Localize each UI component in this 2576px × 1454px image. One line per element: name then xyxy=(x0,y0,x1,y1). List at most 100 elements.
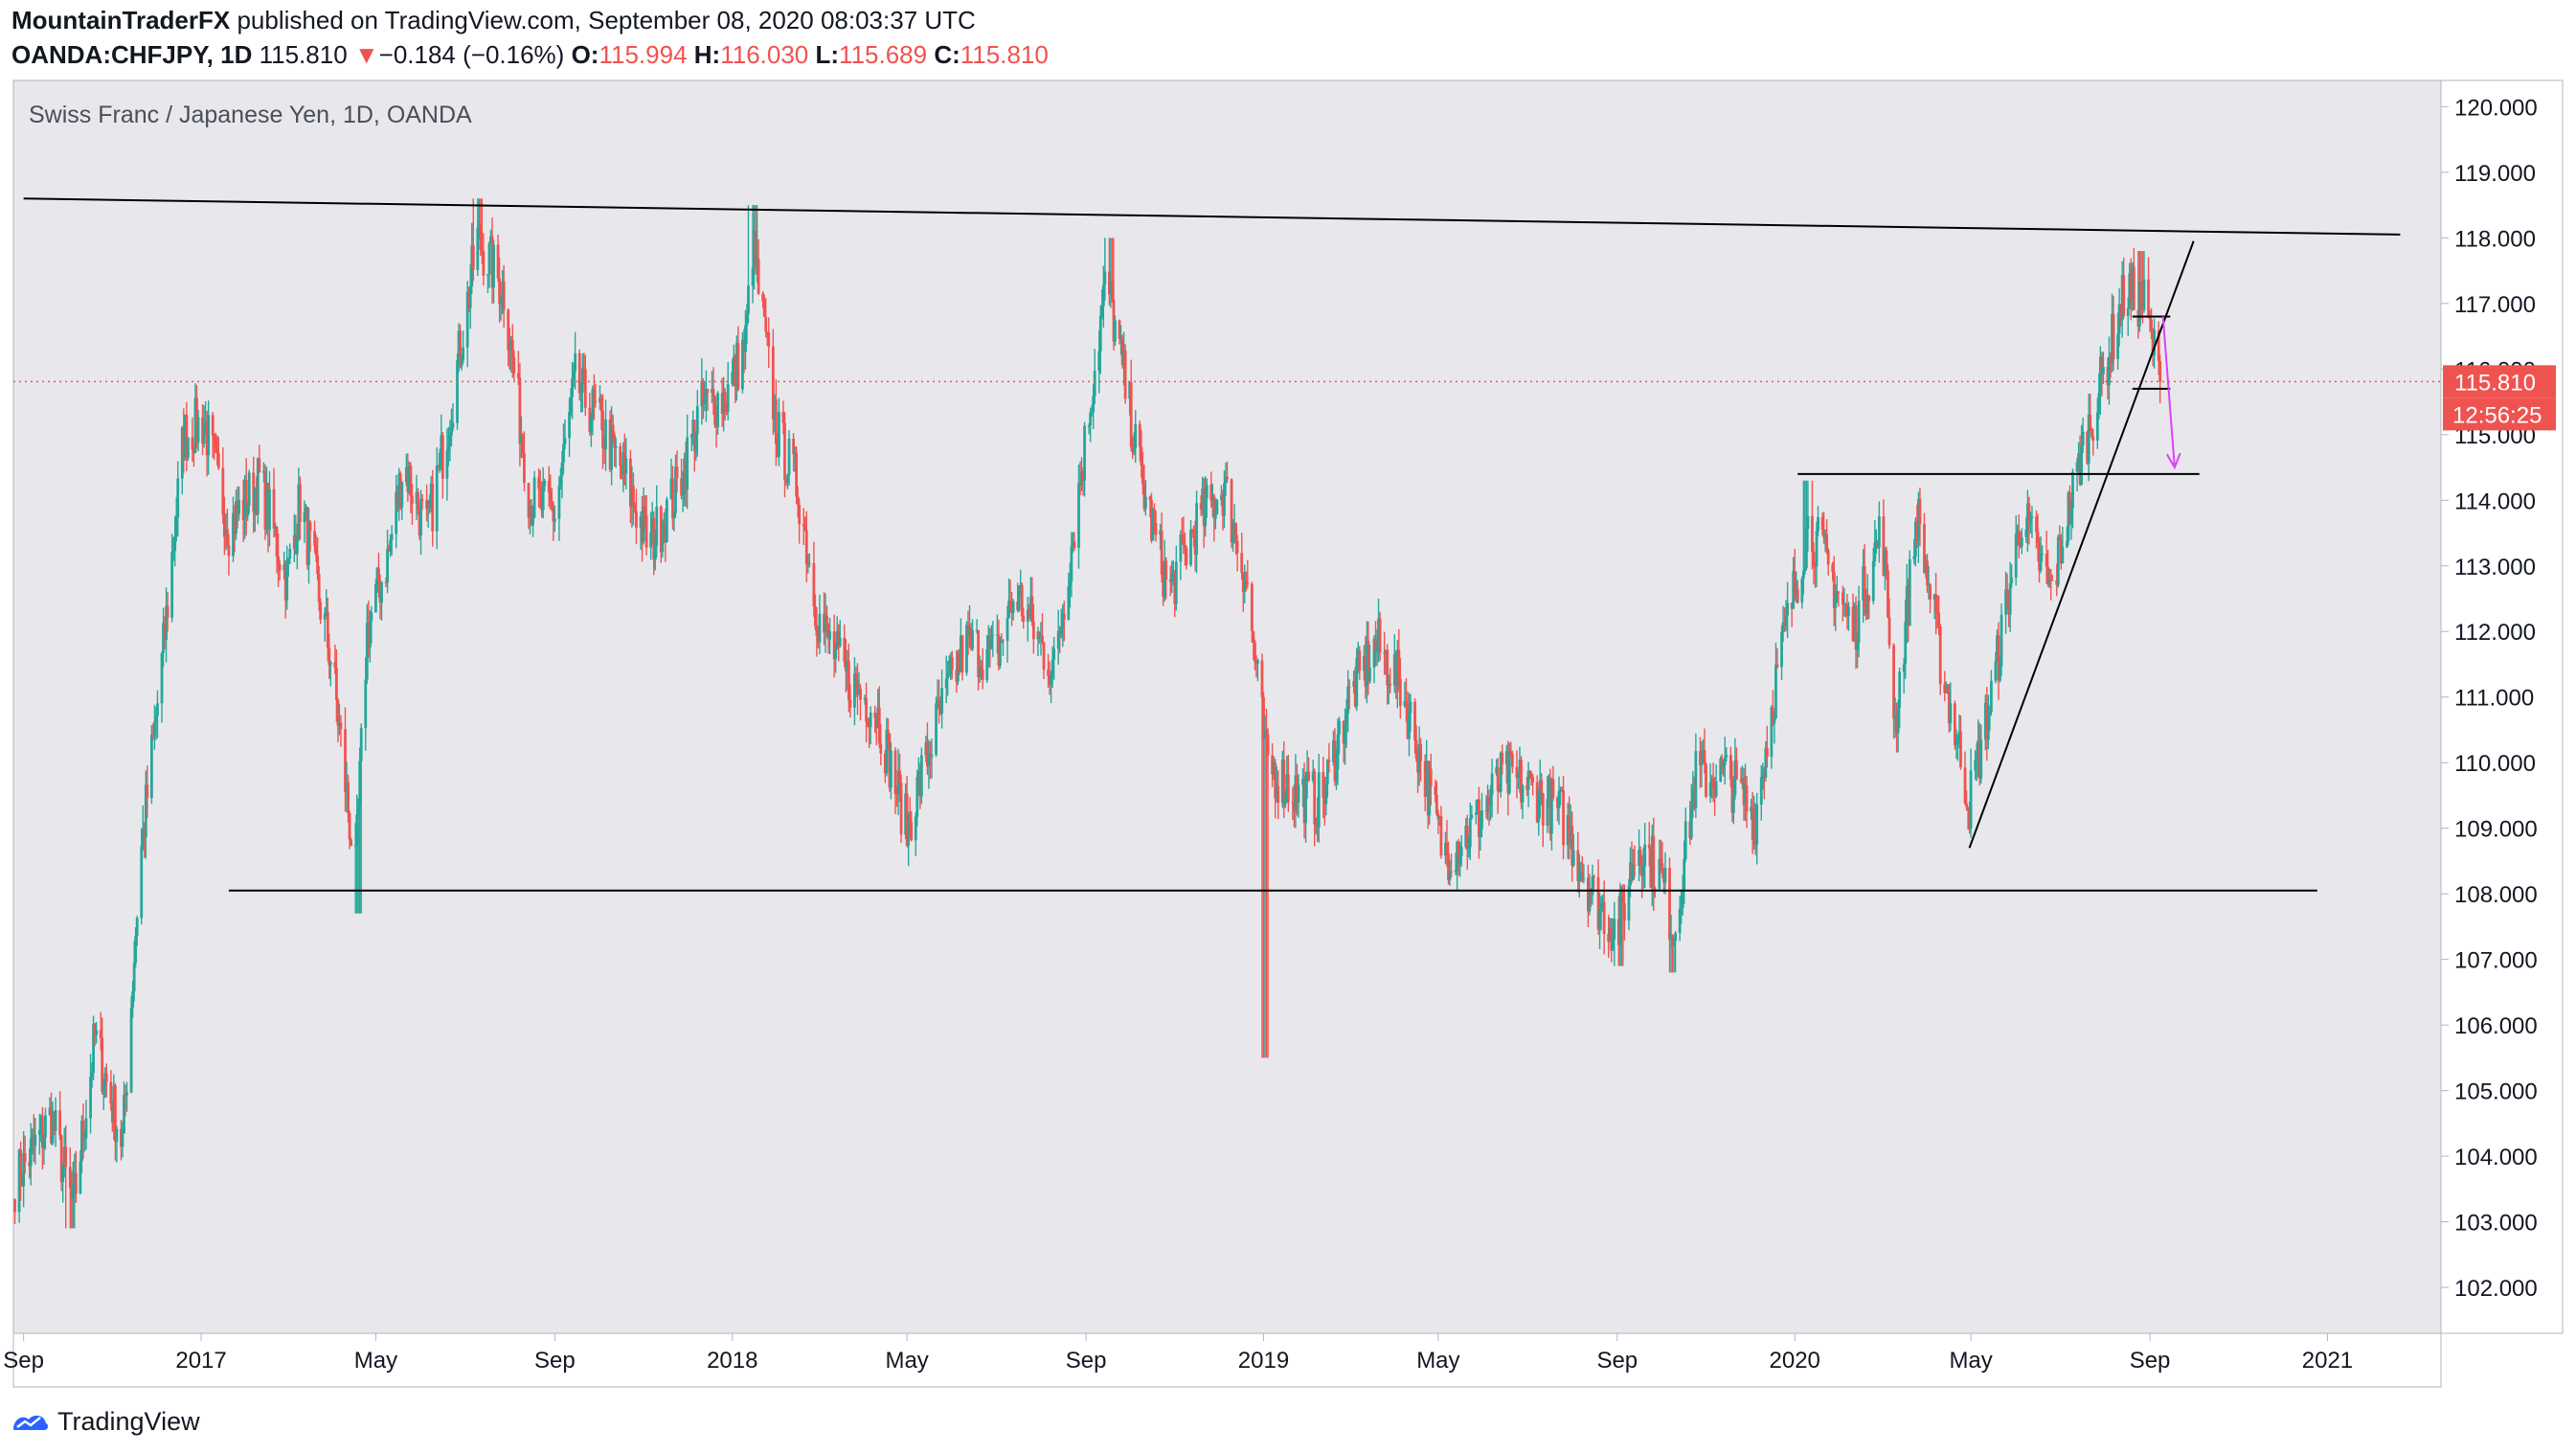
candle-body xyxy=(1352,680,1356,687)
candle-body xyxy=(1761,773,1765,778)
candle-body xyxy=(1904,621,1908,665)
projection-arrow-line xyxy=(2161,316,2176,468)
candle-body xyxy=(42,1137,46,1148)
candle-body xyxy=(61,1165,65,1182)
candle-body xyxy=(358,761,362,807)
candle-body xyxy=(1681,890,1684,909)
candle-body xyxy=(465,291,469,348)
candle-body xyxy=(1739,780,1743,782)
candle-body xyxy=(1944,686,1948,693)
candle-body xyxy=(817,635,820,643)
candle-body xyxy=(316,555,320,575)
candle-body xyxy=(711,388,713,394)
candle-body xyxy=(1800,579,1804,602)
candle-body xyxy=(771,346,775,420)
candle-body xyxy=(498,278,502,305)
candle-body xyxy=(70,1188,74,1198)
candle-body xyxy=(1854,604,1858,650)
candle-body xyxy=(1540,780,1544,794)
candle-body xyxy=(985,648,989,681)
candle-body xyxy=(877,707,881,744)
candle-body xyxy=(509,339,513,351)
candle-body xyxy=(344,729,347,792)
candle-body xyxy=(2010,578,2014,583)
y-tick-label: 107.000 xyxy=(2454,948,2538,974)
candle-body xyxy=(1332,740,1335,762)
candle-body xyxy=(1723,757,1727,765)
candle-body xyxy=(619,445,622,466)
candle-body xyxy=(400,482,404,508)
plot-area[interactable] xyxy=(12,80,2442,1334)
candle-body xyxy=(1423,761,1427,797)
candle-body xyxy=(665,499,668,542)
candle-body xyxy=(1168,579,1172,582)
candle-body xyxy=(323,613,327,620)
candle-body xyxy=(2086,431,2090,464)
open-value: 115.994 xyxy=(599,40,688,69)
candle-body xyxy=(243,480,247,520)
price-scale[interactable] xyxy=(2440,80,2564,1334)
candle-body xyxy=(624,458,628,474)
candle-body xyxy=(549,492,553,502)
candle-body xyxy=(31,1135,34,1139)
y-tick-label: 119.000 xyxy=(2454,161,2536,187)
candle-body xyxy=(1496,767,1500,792)
candle-body xyxy=(910,822,914,841)
candle-body xyxy=(81,1120,85,1140)
candle-body xyxy=(1262,696,1265,739)
candle-body xyxy=(447,445,450,451)
candle-body xyxy=(1154,523,1158,535)
candle-body xyxy=(1317,772,1321,828)
candle-body xyxy=(655,506,659,546)
candle-body xyxy=(1569,826,1572,842)
tradingview-footer[interactable]: TradingView xyxy=(11,1404,200,1439)
candle-body xyxy=(263,470,267,530)
candle-body xyxy=(1305,771,1309,777)
candle-body xyxy=(1652,835,1656,889)
candle-body xyxy=(420,498,424,501)
candle-body xyxy=(601,410,604,448)
candle-body xyxy=(213,436,216,443)
candle-body xyxy=(1403,700,1407,706)
candle-body xyxy=(1661,863,1664,871)
time-scale[interactable] xyxy=(12,1332,2442,1388)
candle-body xyxy=(380,581,383,603)
candle-body xyxy=(1434,786,1437,795)
y-tick-label: 120.000 xyxy=(2454,95,2538,121)
candle-body xyxy=(543,480,547,487)
candle-body xyxy=(844,661,847,671)
candle-body xyxy=(2142,279,2146,310)
candle-body xyxy=(1192,530,1195,534)
candle-body xyxy=(132,963,136,991)
candle-body xyxy=(608,419,612,470)
candle-body xyxy=(2078,453,2082,485)
candle-body xyxy=(471,245,475,270)
candle-body xyxy=(395,491,398,534)
candle-body xyxy=(1608,927,1612,943)
candle-body xyxy=(1314,818,1318,825)
candle-body xyxy=(386,548,389,583)
candle-body xyxy=(915,777,919,817)
candle-body xyxy=(1650,835,1654,888)
candle-body xyxy=(120,1128,123,1147)
candle-body xyxy=(1355,657,1359,707)
price-tag xyxy=(2443,365,2556,398)
candle-body xyxy=(1498,791,1502,793)
candle-body xyxy=(986,636,990,649)
candle-body xyxy=(865,697,868,722)
candle-body xyxy=(1607,933,1611,943)
candle-body xyxy=(2055,579,2059,585)
candle-body xyxy=(701,380,705,404)
author-name[interactable]: MountainTraderFX xyxy=(11,6,231,34)
candle-body xyxy=(112,1085,116,1123)
candle-body xyxy=(1611,939,1615,951)
candle-body xyxy=(253,488,257,512)
candle-body xyxy=(1448,871,1452,880)
candle-body xyxy=(205,421,209,456)
candle-body xyxy=(594,401,598,403)
candle-body xyxy=(804,530,808,565)
candle-body xyxy=(480,249,484,252)
candle-body xyxy=(204,421,208,424)
candle-body xyxy=(1959,731,1962,768)
